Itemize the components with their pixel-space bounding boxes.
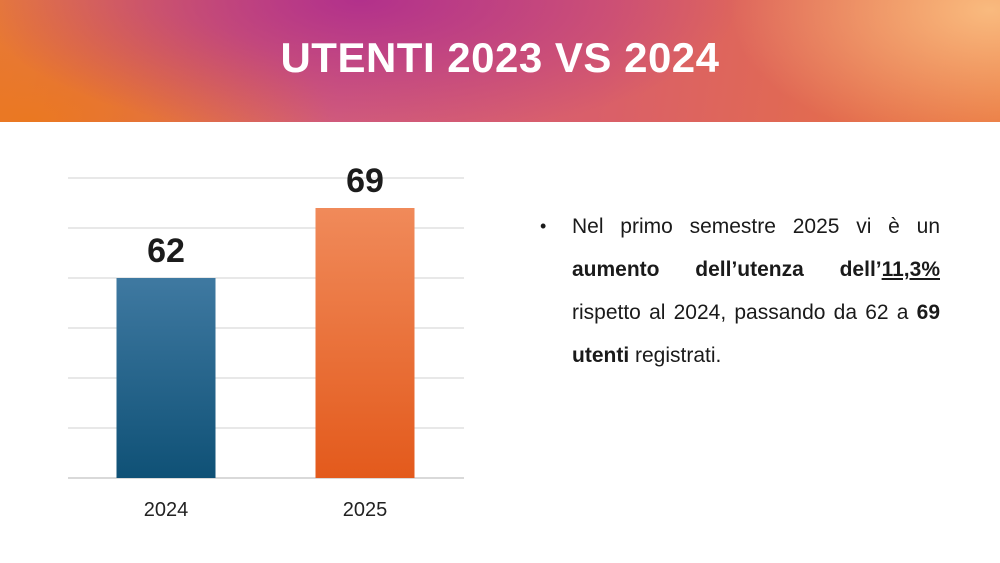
summary-text: • Nel primo semestre 2025 vi è un aument… [540, 205, 940, 377]
bullet-item: • Nel primo semestre 2025 vi è un aument… [540, 205, 940, 377]
data-label-2025: 69 [346, 162, 384, 200]
slide-title: UTENTI 2023 VS 2024 [280, 34, 720, 81]
text-bold-1: aumento dell’utenza dell’ [572, 258, 882, 281]
x-tick-label-2024: 2024 [144, 499, 189, 521]
bar-2025 [315, 208, 415, 478]
text-percentage: 11,3% [881, 258, 940, 281]
bullet-marker: • [540, 216, 547, 236]
text-part-2: rispetto al 2024, passando da 62 a [572, 301, 917, 324]
text-bold-2: 69 utenti [572, 301, 940, 367]
text-part-3: registrati. [629, 344, 722, 367]
bars [116, 208, 415, 478]
bullet-paragraph: Nel primo semestre 2025 vi è un aumento … [572, 205, 940, 377]
bar-2024 [116, 278, 216, 478]
data-label-2024: 62 [147, 232, 185, 270]
x-tick-label-2025: 2025 [343, 499, 388, 521]
labels: 62 2024 69 2025 [144, 162, 388, 521]
title-banner: UTENTI 2023 VS 2024 [0, 0, 1000, 122]
bar-chart: 62 2024 69 2025 [68, 162, 464, 521]
text-part-1: Nel primo semestre 2025 vi è un [572, 215, 940, 238]
